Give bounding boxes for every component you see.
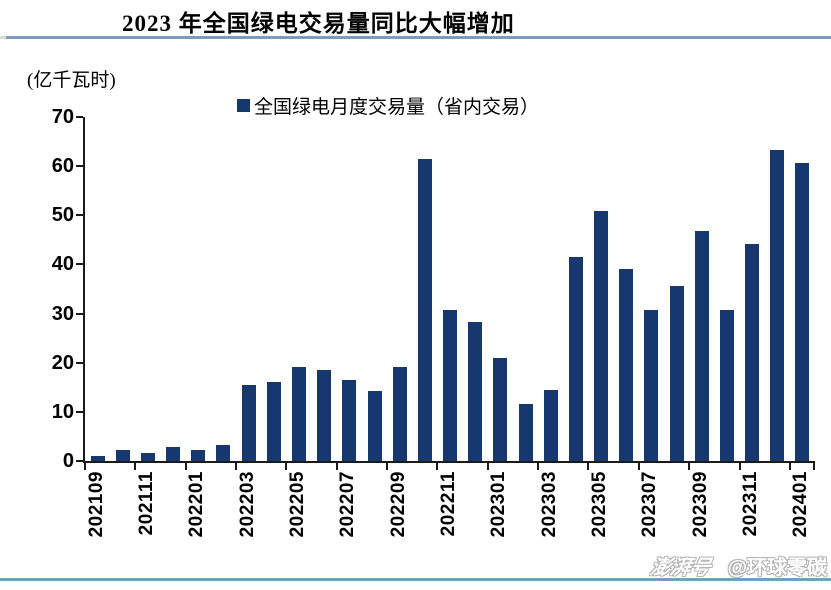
y-tick-mark <box>76 165 83 168</box>
bar-202312 <box>770 150 785 461</box>
x-tick-label: 202401 <box>790 471 812 538</box>
x-tick-mark <box>134 463 137 470</box>
x-tick-mark <box>537 463 540 470</box>
x-tick-label: 202301 <box>488 471 510 538</box>
bar-202203 <box>241 385 256 461</box>
bar-202401 <box>795 163 810 461</box>
x-tick-label: 202207 <box>337 471 359 538</box>
watermark-platform-logo: 澎湃号 <box>648 557 714 579</box>
x-tick-mark <box>184 463 187 470</box>
y-tick-mark <box>76 361 83 364</box>
x-tick-mark <box>813 463 815 470</box>
bar-202308 <box>669 285 684 461</box>
bar-202202 <box>216 445 231 461</box>
x-tick-label: 202203 <box>236 471 258 538</box>
y-tick-label: 20 <box>51 351 74 374</box>
y-tick-label: 30 <box>51 302 74 325</box>
bar-202210 <box>417 158 432 461</box>
x-tick-label: 202303 <box>538 471 560 538</box>
y-tick-label: 50 <box>51 204 74 227</box>
bar-202310 <box>719 310 734 461</box>
chart-title: 2023 年全国绿电交易量同比大幅增加 <box>122 11 515 36</box>
x-tick-label: 202209 <box>387 471 409 538</box>
x-tick-label: 202109 <box>85 471 107 538</box>
bottom-divider-rule <box>0 578 831 581</box>
bar-202306 <box>619 268 634 461</box>
y-axis-labels: 0 10 20 30 40 50 60 70 <box>0 106 74 472</box>
x-tick-mark <box>386 463 389 470</box>
y-axis-unit-label: (亿千瓦时) <box>27 70 116 91</box>
bar-202110 <box>115 449 130 461</box>
bar-202302 <box>518 404 533 461</box>
chart-legend: 全国绿电月度交易量（省内交易） <box>237 92 539 119</box>
bar-202208 <box>367 390 382 461</box>
x-tick-label: 202111 <box>135 471 157 536</box>
bar-202112 <box>166 446 181 461</box>
legend-label: 全国绿电月度交易量（省内交易） <box>254 97 540 118</box>
x-tick-label: 202307 <box>639 471 661 538</box>
bar-202111 <box>140 453 155 461</box>
x-tick-mark <box>84 463 86 470</box>
x-tick-mark <box>335 463 338 470</box>
watermark-account: @环球零碳 <box>727 557 827 579</box>
bar-202304 <box>568 257 583 461</box>
y-tick-label: 10 <box>51 400 74 423</box>
bar-202211 <box>443 309 457 461</box>
y-tick-mark <box>76 312 83 315</box>
y-tick-mark <box>76 116 83 118</box>
bar-202212 <box>468 321 483 461</box>
bar-202204 <box>266 381 281 461</box>
x-tick-label: 202305 <box>589 471 610 538</box>
x-tick-mark <box>738 463 741 470</box>
bar-202201 <box>191 449 206 461</box>
bar-plot <box>76 116 815 470</box>
x-tick-mark <box>436 463 439 470</box>
x-tick-mark <box>486 463 489 470</box>
y-tick-label: 70 <box>51 106 74 128</box>
x-tick-mark <box>637 463 640 470</box>
bar-202109 <box>90 456 105 461</box>
bar-202301 <box>493 357 508 461</box>
bar-202305 <box>594 211 608 461</box>
y-tick-mark <box>76 263 83 266</box>
bar-202307 <box>644 310 659 461</box>
x-tick-mark <box>788 463 791 470</box>
x-tick-label: 202311 <box>740 471 762 537</box>
y-tick-label: 0 <box>62 450 74 472</box>
top-rule-left-cap <box>0 36 6 39</box>
x-tick-label: 202309 <box>689 471 711 538</box>
x-tick-mark <box>587 463 590 470</box>
x-tick-label: 202205 <box>287 471 308 538</box>
y-tick-mark <box>76 410 83 413</box>
watermark: 澎湃号 @环球零碳 <box>648 551 827 580</box>
bar-202311 <box>745 244 760 461</box>
x-tick-mark <box>235 463 237 470</box>
bar-202206 <box>317 369 332 461</box>
y-tick-label: 40 <box>51 253 74 276</box>
y-tick-mark <box>76 460 83 462</box>
x-tick-mark <box>688 463 691 470</box>
bar-202207 <box>342 379 357 461</box>
x-tick-label: 202211 <box>438 471 459 537</box>
top-divider-rule <box>6 36 831 39</box>
x-tick-mark <box>285 463 288 470</box>
legend-swatch-icon <box>237 99 250 112</box>
y-tick-mark <box>76 214 83 217</box>
x-tick-label: 202201 <box>186 471 208 538</box>
y-tick-label: 60 <box>51 155 74 178</box>
bar-202303 <box>543 389 558 461</box>
bar-202309 <box>694 230 709 461</box>
bar-202209 <box>392 366 407 461</box>
bar-202205 <box>292 367 306 461</box>
